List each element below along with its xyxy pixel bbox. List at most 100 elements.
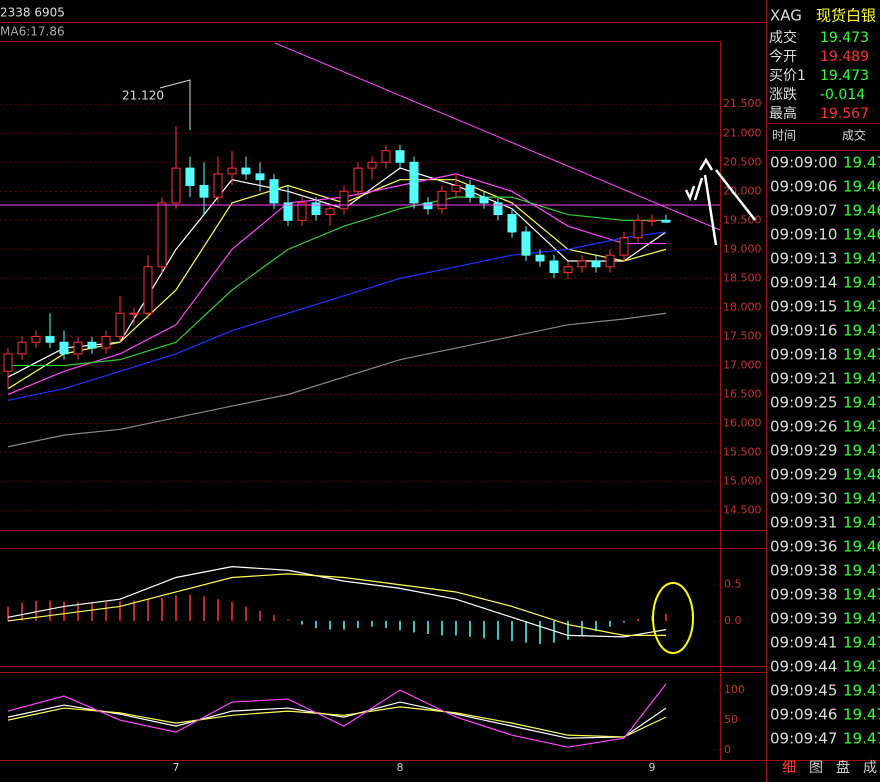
quote-value: 19.473 xyxy=(820,68,869,84)
indicator-line xyxy=(7,706,667,738)
y-tick-label: 15.000 xyxy=(723,475,762,488)
trade-price: 19.47 xyxy=(843,586,880,604)
y-tick-label: 17.000 xyxy=(723,358,762,371)
candle-body xyxy=(157,202,167,268)
candle-body xyxy=(353,167,363,192)
candle-body xyxy=(451,185,461,192)
candle-body xyxy=(423,202,433,210)
y-tick-label: 18.500 xyxy=(723,271,762,284)
trade-price: 19.47 xyxy=(843,610,880,628)
symbol: XAG xyxy=(770,7,802,25)
trade-time: 09:09:41 xyxy=(770,634,837,652)
candle-body xyxy=(395,150,405,163)
trades-header: 时间 xyxy=(772,129,796,143)
trade-price: 19.47 xyxy=(843,682,880,700)
high-label: 21.120 xyxy=(122,89,164,103)
trend-line xyxy=(274,42,721,231)
y-tick-label: 0.5 xyxy=(724,578,742,591)
candle-body xyxy=(647,219,657,222)
x-tick-label: 8 xyxy=(397,761,404,774)
header-code: 2338 6905 xyxy=(0,6,65,20)
y-tick-label: 20.000 xyxy=(723,184,762,197)
trade-price: 19.47 xyxy=(843,706,880,724)
trade-price: 19.47 xyxy=(843,154,880,172)
tab[interactable]: 图 xyxy=(809,760,823,776)
trade-time: 09:09:13 xyxy=(770,250,837,268)
trade-time: 09:09:16 xyxy=(770,322,837,340)
candle-body xyxy=(339,190,349,210)
x-tick-label: 7 xyxy=(173,761,180,774)
candle-body xyxy=(521,231,531,256)
candle-body xyxy=(45,335,55,343)
candle-body xyxy=(129,312,139,315)
candle-body xyxy=(73,341,83,355)
trade-time: 09:09:26 xyxy=(770,418,837,436)
candle-body xyxy=(479,196,489,204)
indicator-line xyxy=(7,231,667,401)
tab[interactable]: 细 xyxy=(782,760,796,776)
candle-body xyxy=(605,254,615,268)
trade-price: 19.47 xyxy=(843,442,880,460)
x-tick-label: 9 xyxy=(649,761,656,774)
trade-time: 09:09:00 xyxy=(770,154,837,172)
trade-price: 19.47 xyxy=(843,658,880,676)
trade-time: 09:09:15 xyxy=(770,298,837,316)
trade-time: 09:09:39 xyxy=(770,610,837,628)
candle-body xyxy=(143,266,153,314)
trade-price: 19.47 xyxy=(843,562,880,580)
candle-body xyxy=(591,260,601,268)
trade-time: 09:09:25 xyxy=(770,394,837,412)
high-pointer xyxy=(159,79,191,130)
trade-price: 19.46 xyxy=(843,538,880,556)
y-tick-label: 16.000 xyxy=(723,417,762,430)
trade-time: 09:09:38 xyxy=(770,562,837,580)
trade-price: 19.47 xyxy=(843,418,880,436)
candle-body xyxy=(465,185,475,198)
candle-body xyxy=(17,341,27,355)
y-tick-label: 16.500 xyxy=(723,387,762,400)
candle-body xyxy=(171,167,181,204)
y-tick-label: 19.500 xyxy=(723,213,762,226)
candle-body xyxy=(185,167,195,187)
symbol-name: 现货白银 xyxy=(816,7,876,25)
trade-time: 09:09:10 xyxy=(770,226,837,244)
candle-body xyxy=(577,260,587,268)
quote-label: 涨跌 xyxy=(769,87,797,103)
trade-price: 19.47 xyxy=(843,298,880,316)
indicator-line xyxy=(7,573,666,636)
quote-label: 买价1 xyxy=(769,68,806,84)
candle-body xyxy=(535,254,545,262)
tab[interactable]: 成 xyxy=(863,760,877,776)
trade-price: 19.47 xyxy=(843,514,880,532)
quote-value: 19.473 xyxy=(820,30,869,46)
trade-price: 19.47 xyxy=(843,250,880,268)
y-tick-label: 18.000 xyxy=(723,300,762,313)
y-tick-label: 17.500 xyxy=(723,329,762,342)
candle-body xyxy=(619,237,629,256)
trade-price: 19.47 xyxy=(843,490,880,508)
candle-body xyxy=(311,202,321,216)
candle-body xyxy=(31,335,41,343)
y-tick-label: 20.500 xyxy=(723,155,762,168)
trade-price: 19.47 xyxy=(843,394,880,412)
trades-header: 成交 xyxy=(842,128,866,143)
trade-time: 09:09:44 xyxy=(770,658,837,676)
y-tick-label: 19.000 xyxy=(723,242,762,255)
trade-time: 09:09:14 xyxy=(770,274,837,292)
trade-price: 19.46 xyxy=(843,226,880,244)
candle-body xyxy=(269,179,279,204)
candle-body xyxy=(297,202,307,221)
trade-time: 09:09:29 xyxy=(770,442,837,460)
trade-time: 09:09:36 xyxy=(770,538,837,556)
y-tick-label: 14.500 xyxy=(723,504,762,517)
trade-time: 09:09:29 xyxy=(770,466,837,484)
candle-body xyxy=(381,150,391,163)
trade-price: 19.47 xyxy=(843,322,880,340)
quote-label: 最高 xyxy=(769,105,797,122)
trade-price: 19.47 xyxy=(843,730,880,748)
y-tick-label: 0 xyxy=(724,743,731,756)
tab[interactable]: 盘 xyxy=(836,759,850,776)
indicator-line xyxy=(7,566,667,638)
